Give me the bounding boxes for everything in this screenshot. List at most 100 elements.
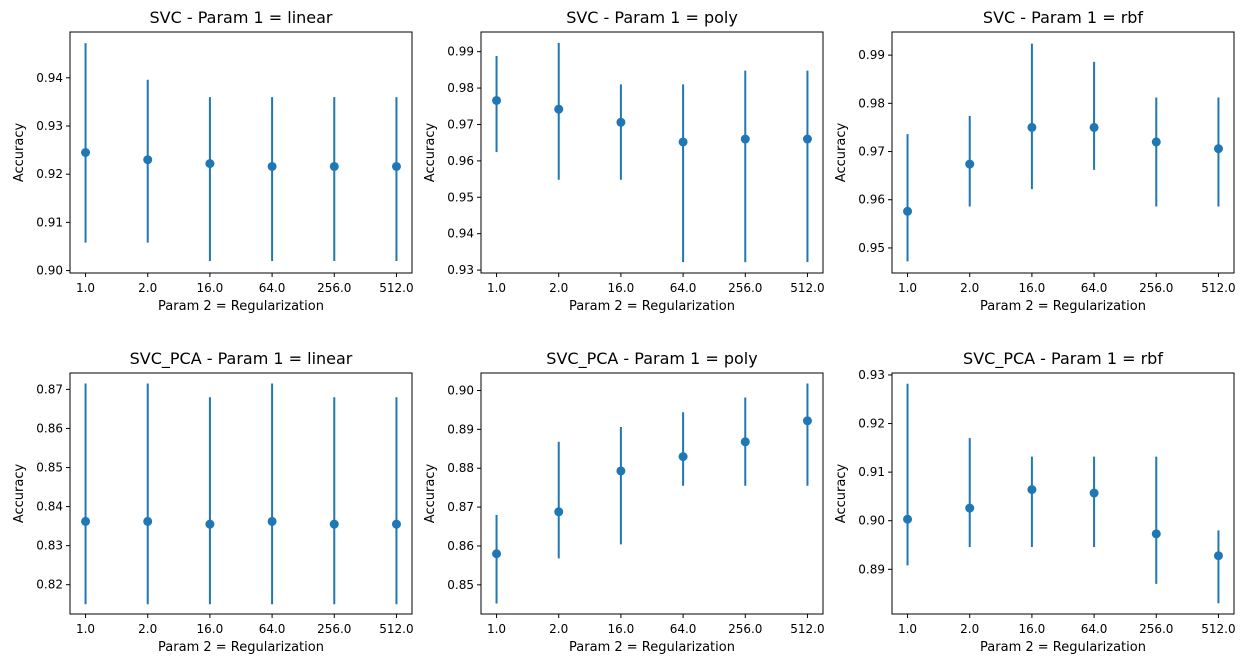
y-axis-label: Accuracy xyxy=(12,464,27,524)
data-point xyxy=(903,206,913,216)
x-axis-label: Param 2 = Regularization xyxy=(569,640,735,655)
x-tick-label: 2.0 xyxy=(549,622,568,636)
data-point xyxy=(1213,551,1223,561)
x-tick-label: 64.0 xyxy=(259,622,286,636)
axes-frame xyxy=(69,31,413,274)
chart-panel-4: SVC_PCA - Param 1 = linear 1.0 2.0 16.0 64.0… xyxy=(12,349,414,655)
chart-panel-5: SVC_PCA - Param 1 = poly 1.0 2.0 16.0 64.0 25… xyxy=(423,349,825,655)
data-point xyxy=(1151,137,1161,147)
y-tick-label: 0.99 xyxy=(447,45,474,59)
axes-frame xyxy=(480,31,824,274)
x-tick-label: 256.0 xyxy=(728,622,762,636)
data-point xyxy=(143,155,153,165)
y-tick-label: 0.96 xyxy=(447,154,474,168)
data-point xyxy=(1089,488,1099,498)
y-tick-label: 0.99 xyxy=(858,48,885,62)
data-point xyxy=(391,519,401,529)
data-point xyxy=(1213,144,1223,154)
y-tick-label: 0.93 xyxy=(36,119,63,133)
data-point xyxy=(965,159,975,169)
y-tick-label: 0.91 xyxy=(858,465,885,479)
y-tick-label: 0.84 xyxy=(36,500,63,514)
data-point xyxy=(616,117,626,127)
x-tick-label: 512.0 xyxy=(1201,281,1235,295)
x-tick-label: 512.0 xyxy=(790,281,824,295)
data-point xyxy=(616,466,626,476)
x-tick-label: 1.0 xyxy=(76,622,95,636)
data-point xyxy=(492,549,502,559)
x-tick-label: 1.0 xyxy=(487,622,506,636)
x-tick-label: 2.0 xyxy=(549,281,568,295)
data-point xyxy=(1089,122,1099,132)
y-tick-label: 0.82 xyxy=(36,578,63,592)
x-tick-label: 256.0 xyxy=(317,281,351,295)
x-tick-label: 1.0 xyxy=(76,281,95,295)
chart-panel-1: SVC - Param 1 = linear 1.0 2.0 16.0 64.0 256.… xyxy=(12,8,414,314)
x-tick-label: 512.0 xyxy=(790,622,824,636)
x-tick-label: 256.0 xyxy=(317,622,351,636)
axes-frame xyxy=(891,31,1235,274)
data-point xyxy=(329,161,339,171)
y-tick-label: 0.90 xyxy=(36,264,63,278)
y-axis-label: Accuracy xyxy=(423,464,438,524)
x-tick-label: 256.0 xyxy=(1139,281,1173,295)
y-tick-label: 0.95 xyxy=(858,241,885,255)
y-tick-label: 0.94 xyxy=(36,71,63,85)
data-point xyxy=(329,519,339,529)
data-point xyxy=(267,161,277,171)
y-axis-label: Accuracy xyxy=(834,464,849,524)
y-tick-label: 0.98 xyxy=(858,96,885,110)
x-tick-label: 16.0 xyxy=(197,281,224,295)
x-tick-label: 1.0 xyxy=(487,281,506,295)
x-tick-label: 256.0 xyxy=(728,281,762,295)
chart-title: SVC - Param 1 = poly xyxy=(566,8,738,27)
y-tick-label: 0.92 xyxy=(36,167,63,181)
y-axis-label: Accuracy xyxy=(834,123,849,183)
data-point xyxy=(554,104,564,114)
x-tick-label: 2.0 xyxy=(960,281,979,295)
y-axis-label: Accuracy xyxy=(423,123,438,183)
data-point xyxy=(391,161,401,171)
x-tick-label: 2.0 xyxy=(138,281,157,295)
x-tick-label: 512.0 xyxy=(1201,622,1235,636)
data-point xyxy=(678,452,688,462)
data-point xyxy=(1151,529,1161,539)
chart-panel-2: SVC - Param 1 = poly 1.0 2.0 16.0 64.0 256.0 5… xyxy=(423,8,825,314)
chart-title: SVC_PCA - Param 1 = poly xyxy=(546,349,757,369)
y-tick-label: 0.90 xyxy=(447,383,474,397)
x-tick-label: 2.0 xyxy=(960,622,979,636)
y-tick-label: 0.97 xyxy=(447,117,474,131)
x-axis-label: Param 2 = Regularization xyxy=(980,640,1146,655)
x-axis-label: Param 2 = Regularization xyxy=(980,299,1146,314)
y-tick-label: 0.88 xyxy=(447,461,474,475)
y-tick-label: 0.85 xyxy=(447,578,474,592)
y-tick-label: 0.87 xyxy=(447,500,474,514)
data-point xyxy=(1027,122,1037,132)
x-tick-label: 64.0 xyxy=(670,281,697,295)
data-point xyxy=(965,503,975,513)
data-point xyxy=(554,507,564,517)
y-tick-label: 0.86 xyxy=(36,421,63,435)
y-tick-label: 0.93 xyxy=(447,263,474,277)
x-tick-label: 256.0 xyxy=(1139,622,1173,636)
chart-title: SVC - Param 1 = rbf xyxy=(983,8,1144,27)
y-tick-label: 0.92 xyxy=(858,417,885,431)
x-axis-label: Param 2 = Regularization xyxy=(569,299,735,314)
x-tick-label: 16.0 xyxy=(197,622,224,636)
y-tick-label: 0.91 xyxy=(36,215,63,229)
y-tick-label: 0.89 xyxy=(858,562,885,576)
x-tick-label: 64.0 xyxy=(670,622,697,636)
x-tick-label: 16.0 xyxy=(1019,622,1046,636)
data-point xyxy=(1027,485,1037,495)
x-tick-label: 16.0 xyxy=(1019,281,1046,295)
x-tick-label: 16.0 xyxy=(608,622,635,636)
x-tick-label: 64.0 xyxy=(1081,281,1108,295)
data-point xyxy=(903,514,913,524)
x-axis-label: Param 2 = Regularization xyxy=(158,640,324,655)
chart-title: SVC - Param 1 = linear xyxy=(149,8,332,27)
data-point xyxy=(740,437,750,447)
y-tick-label: 0.83 xyxy=(36,539,63,553)
x-tick-label: 1.0 xyxy=(898,281,917,295)
data-point xyxy=(267,516,277,526)
